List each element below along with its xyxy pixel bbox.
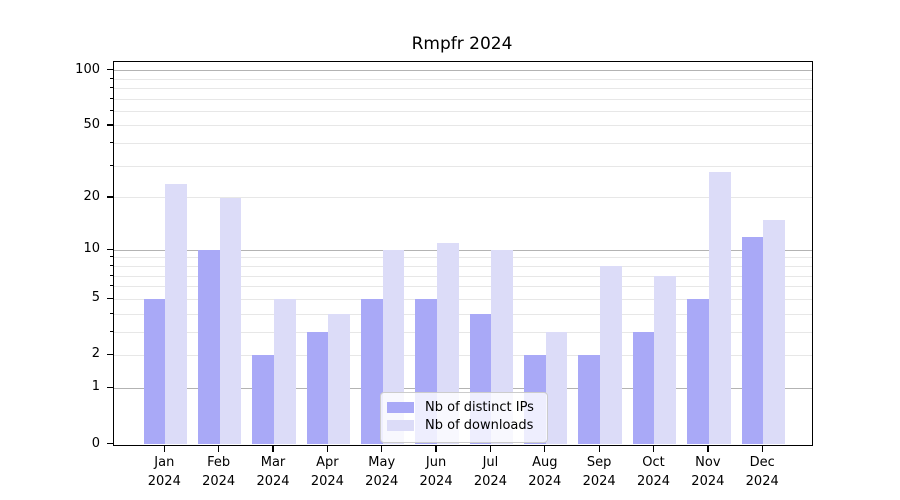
y-minor-tick-9 bbox=[109, 256, 114, 258]
bar-ips-may bbox=[361, 299, 383, 445]
gridline-20 bbox=[114, 197, 812, 199]
x-tick-label-mar: Mar 2024 bbox=[256, 454, 290, 489]
x-tick-label-sep: Sep 2024 bbox=[582, 454, 616, 489]
gridline-3 bbox=[114, 331, 812, 333]
x-tick-may bbox=[381, 444, 383, 452]
legend-swatch-distinct-ips bbox=[387, 402, 414, 413]
bar-downloads-jan bbox=[165, 183, 187, 445]
gridline-30 bbox=[114, 165, 812, 167]
legend-label-downloads: Nb of downloads bbox=[425, 417, 534, 433]
bar-ips-mar bbox=[252, 355, 274, 445]
bar-downloads-feb bbox=[219, 197, 242, 445]
y-tick-label-50: 50 bbox=[83, 116, 100, 132]
gridline-80 bbox=[114, 87, 812, 89]
gridline-100 bbox=[114, 70, 812, 72]
gridline-4 bbox=[114, 313, 812, 315]
y-minor-tick-6 bbox=[109, 285, 114, 287]
gridline-90 bbox=[114, 78, 812, 80]
gridline-2 bbox=[114, 354, 812, 356]
gridline-40 bbox=[114, 143, 812, 145]
x-tick-mar bbox=[272, 444, 274, 452]
x-tick-oct bbox=[652, 444, 655, 452]
y-tick-50 bbox=[106, 124, 114, 126]
y-minor-tick-30 bbox=[109, 164, 114, 166]
x-tick-feb bbox=[218, 444, 220, 452]
x-tick-label-jul: Jul 2024 bbox=[473, 454, 507, 489]
gridline-6 bbox=[114, 286, 812, 288]
bar-downloads-oct bbox=[654, 276, 677, 445]
x-tick-label-nov: Nov 2024 bbox=[691, 454, 725, 489]
y-tick-100 bbox=[106, 68, 114, 71]
x-tick-label-aug: Aug 2024 bbox=[528, 454, 562, 489]
legend-item-downloads: Nb of downloads bbox=[387, 417, 539, 435]
x-tick-sep bbox=[598, 444, 600, 452]
gridline-60 bbox=[114, 110, 812, 112]
x-tick-apr bbox=[326, 444, 329, 452]
x-tick-label-may: May 2024 bbox=[365, 454, 399, 489]
gridline-10 bbox=[114, 249, 812, 251]
gridline-1 bbox=[114, 387, 812, 390]
bar-ips-jan bbox=[143, 299, 166, 445]
y-tick-label-20: 20 bbox=[83, 188, 100, 204]
gridline-70 bbox=[114, 98, 812, 100]
x-tick-aug bbox=[544, 444, 546, 452]
bar-ips-dec bbox=[741, 236, 764, 445]
y-tick-10 bbox=[106, 248, 114, 250]
bar-downloads-mar bbox=[274, 299, 296, 445]
x-tick-label-dec: Dec 2024 bbox=[745, 454, 779, 489]
y-tick-label-2: 2 bbox=[91, 346, 100, 362]
bar-downloads-apr bbox=[328, 314, 351, 445]
y-minor-tick-8 bbox=[109, 264, 114, 266]
x-tick-label-oct: Oct 2024 bbox=[636, 454, 671, 489]
y-tick-1 bbox=[106, 386, 114, 389]
y-minor-tick-7 bbox=[109, 274, 114, 276]
y-minor-tick-40 bbox=[109, 142, 114, 144]
gridline-8 bbox=[114, 265, 812, 267]
x-tick-dec bbox=[761, 444, 763, 452]
y-tick-label-10: 10 bbox=[83, 241, 100, 257]
gridline-7 bbox=[114, 275, 812, 277]
y-tick-label-100: 100 bbox=[75, 61, 100, 77]
bar-downloads-dec bbox=[763, 219, 785, 445]
x-tick-label-jun: Jun 2024 bbox=[419, 454, 453, 489]
x-tick-label-apr: Apr 2024 bbox=[310, 454, 344, 489]
y-tick-0 bbox=[106, 442, 114, 445]
bar-ips-sep bbox=[578, 355, 601, 445]
bar-ips-feb bbox=[197, 250, 220, 445]
x-tick-jul bbox=[489, 444, 492, 452]
bar-downloads-nov bbox=[708, 171, 731, 445]
y-minor-tick-4 bbox=[109, 312, 114, 314]
y-minor-tick-80 bbox=[109, 86, 114, 88]
y-tick-label-1: 1 bbox=[91, 379, 100, 395]
x-tick-label-feb: Feb 2024 bbox=[202, 454, 236, 489]
gridline-5 bbox=[114, 298, 812, 300]
legend: Nb of distinct IPs Nb of downloads bbox=[380, 391, 548, 443]
legend-swatch-downloads bbox=[387, 420, 414, 431]
x-tick-jan bbox=[163, 444, 165, 452]
gridline-50 bbox=[114, 125, 812, 127]
plot-area: Nb of distinct IPs Nb of downloads bbox=[113, 60, 813, 446]
y-tick-5 bbox=[106, 297, 114, 300]
chart-title: Rmpfr 2024 bbox=[411, 34, 513, 54]
gridline-9 bbox=[114, 257, 812, 259]
bar-downloads-aug bbox=[545, 332, 568, 445]
bar-ips-nov bbox=[687, 299, 709, 445]
y-minor-tick-90 bbox=[109, 77, 114, 79]
x-tick-label-jan: Jan 2024 bbox=[147, 454, 181, 489]
y-minor-tick-60 bbox=[109, 109, 114, 111]
bar-ips-apr bbox=[306, 332, 329, 445]
y-tick-2 bbox=[106, 353, 114, 356]
y-tick-label-5: 5 bbox=[91, 290, 100, 306]
bar-downloads-sep bbox=[600, 266, 622, 445]
y-tick-label-0: 0 bbox=[91, 435, 100, 451]
y-minor-tick-70 bbox=[109, 97, 114, 99]
legend-item-distinct-ips: Nb of distinct IPs bbox=[387, 399, 539, 417]
x-tick-jun bbox=[435, 444, 437, 452]
bar-ips-oct bbox=[632, 332, 655, 445]
y-tick-20 bbox=[106, 196, 114, 198]
legend-label-distinct-ips: Nb of distinct IPs bbox=[425, 399, 534, 415]
x-tick-nov bbox=[707, 444, 709, 452]
y-minor-tick-3 bbox=[109, 330, 114, 332]
